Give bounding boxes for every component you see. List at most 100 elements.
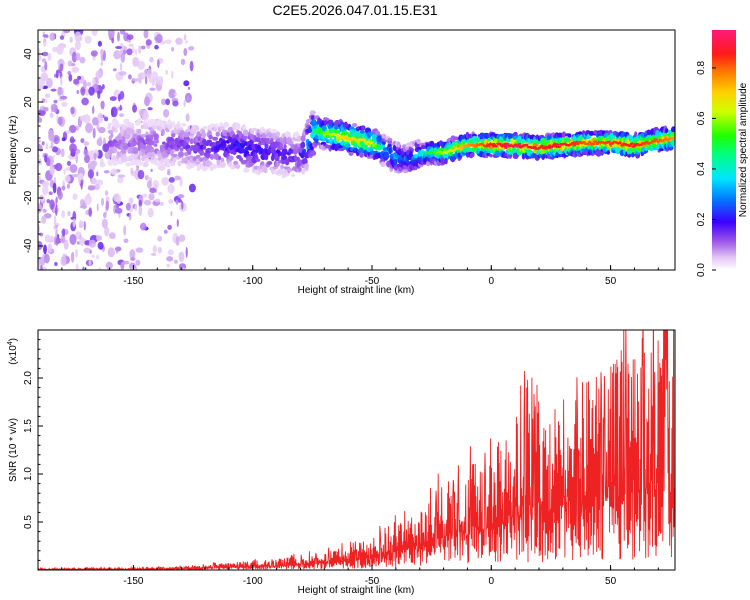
ridge-point: [300, 141, 306, 149]
noise-speck: [170, 210, 173, 217]
ridge-core: [498, 142, 502, 146]
noise-speck: [74, 31, 82, 42]
spectrogram-ytick-label: 40: [23, 48, 34, 60]
noise-speck: [146, 180, 152, 189]
ridge-point: [557, 132, 564, 138]
noise-speck: [118, 71, 127, 76]
ridge-point: [107, 129, 114, 134]
noise-speck: [44, 93, 51, 98]
noise-speck: [96, 203, 99, 212]
noise-speck: [150, 168, 153, 172]
noise-speck: [51, 103, 58, 113]
ridge-point: [198, 150, 205, 154]
ridge-point: [671, 126, 675, 133]
noise-speck: [67, 60, 73, 67]
noise-speck: [88, 86, 95, 96]
noise-speck: [188, 183, 196, 193]
noise-speck: [83, 149, 89, 157]
noise-speck: [38, 114, 41, 122]
noise-speck: [148, 78, 157, 83]
ridge-point: [107, 125, 111, 130]
ridge-point: [301, 158, 308, 166]
ridge-core: [524, 143, 529, 147]
noise-speck: [152, 179, 159, 190]
noise-speck: [64, 175, 71, 183]
noise-speck: [178, 234, 186, 242]
noise-speck: [55, 69, 59, 79]
ridge-point: [144, 158, 150, 163]
ridge-point: [393, 158, 398, 164]
noise-speck: [161, 98, 167, 106]
noise-speck: [93, 183, 101, 190]
noise-speck: [99, 136, 102, 142]
noise-speck: [174, 175, 181, 181]
noise-speck: [100, 100, 105, 110]
noise-speck: [43, 107, 49, 112]
noise-speck: [87, 185, 96, 191]
noise-speck: [70, 251, 75, 263]
ridge-core: [517, 143, 521, 146]
noise-speck: [85, 88, 89, 96]
noise-speck: [119, 104, 122, 111]
noise-speck: [38, 203, 43, 214]
noise-speck: [171, 47, 175, 52]
noise-speck: [128, 43, 134, 47]
ridge-point: [142, 145, 147, 151]
noise-speck: [96, 171, 99, 177]
snr-ylabel: SNR (10 * v/v): [8, 418, 19, 482]
noise-speck: [53, 215, 57, 227]
noise-speck: [63, 168, 66, 175]
ridge-point: [206, 139, 212, 143]
noise-speck: [96, 254, 100, 260]
noise-speck: [53, 154, 56, 159]
ridge-point: [139, 142, 144, 149]
noise-speck: [55, 196, 58, 204]
spectrogram-xtick-label: 50: [605, 276, 617, 287]
noise-speck: [69, 136, 75, 144]
noise-speck: [42, 184, 49, 196]
noise-speck: [107, 247, 115, 258]
ridge-point: [196, 131, 201, 138]
noise-speck: [95, 235, 102, 241]
colorbar-tick-label: 0.8: [696, 61, 707, 75]
noise-speck: [145, 39, 152, 46]
noise-speck: [135, 247, 144, 253]
noise-speck: [40, 264, 43, 270]
ridge-point: [281, 160, 286, 165]
noise-speck: [59, 95, 68, 100]
noise-speck: [132, 104, 138, 113]
noise-speck: [157, 235, 163, 242]
ridge-point: [239, 142, 246, 149]
noise-speck: [111, 37, 115, 44]
ridge-point: [125, 162, 132, 167]
noise-speck: [160, 76, 163, 87]
noise-speck: [52, 182, 57, 194]
noise-speck: [41, 51, 49, 57]
ridge-point: [275, 161, 280, 167]
ridge-point: [167, 149, 171, 155]
noise-speck: [168, 88, 176, 99]
noise-speck: [85, 122, 93, 134]
noise-speck: [104, 226, 110, 237]
noise-speck: [62, 228, 66, 237]
ridge-point: [274, 154, 280, 162]
noise-speck: [152, 245, 157, 254]
colorbar: 0.0 0.2 0.4 0.6 0.8 Normalized spectral ampl…: [696, 30, 749, 277]
noise-speck: [86, 82, 92, 87]
ridge-point: [178, 151, 184, 158]
ridge-point: [124, 155, 128, 162]
noise-speck: [100, 61, 104, 66]
snr-xlabel: Height of straight line (km): [298, 585, 415, 596]
ridge-point: [453, 136, 459, 141]
ridge-point: [185, 139, 190, 143]
ridge-point: [606, 150, 611, 155]
noise-speck: [149, 56, 154, 63]
ridge-core: [557, 145, 561, 148]
ridge-point: [287, 168, 293, 172]
ridge-point: [185, 144, 191, 150]
ridge-point: [208, 134, 213, 140]
ridge-point: [396, 141, 401, 148]
noise-speck: [41, 215, 47, 224]
noise-speck: [80, 86, 86, 96]
noise-speck: [102, 84, 105, 90]
